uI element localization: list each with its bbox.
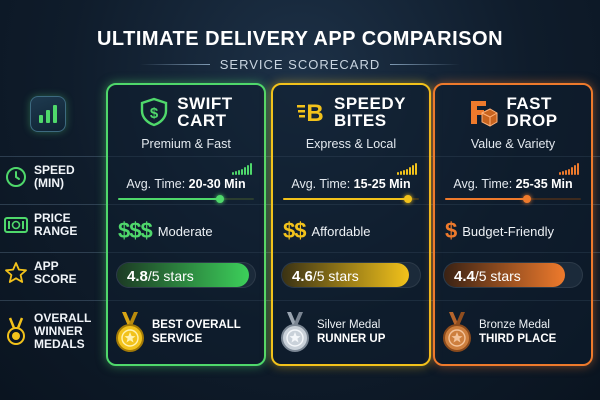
avg-time: Avg. Time: 25-35 Min [435,177,591,191]
speed-bars-icon [559,163,579,175]
app-tagline: Value & Variety [470,137,556,151]
app-card-fast-drop: FAST DROP Value & Variety Avg. Time: 25-… [433,83,593,366]
avg-time-value: 15-25 Min [353,177,411,191]
brand-header: $ SWIFT CART [118,95,254,129]
brand-name-line: SPEEDY [334,94,406,113]
medal-line: Silver Medal [317,319,381,331]
row-label-text: PRICE RANGE [34,211,78,238]
speed-b-icon: B [296,97,326,127]
page-subtitle: SERVICE SCORECARD [219,57,381,72]
medal-row: Bronze Medal THIRD PLACE [441,311,585,353]
medal-line: SERVICE [152,333,203,345]
price-label: Moderate [157,223,213,239]
gold-medal-icon [114,311,146,353]
row-label-winner: OVERALL WINNER MEDALS [0,312,100,351]
subtitle-divider-right [390,64,461,65]
brand-name-line: SWIFT [177,94,233,113]
silver-medal-icon [279,311,311,353]
star-icon [4,261,28,285]
brand-name-line: CART [177,111,227,130]
page-title: ULTIMATE DELIVERY APP COMPARISON [96,28,504,50]
price-symbol: $$$ [118,218,153,243]
medal-text: Bronze Medal THIRD PLACE [479,318,556,346]
row-label-text: APP SCORE [34,259,77,286]
score-text: 4.8/5 stars [127,268,194,285]
medal-line: THIRD PLACE [479,333,557,345]
brand-name-line: BITES [334,111,387,130]
speed-bars-icon [232,163,252,175]
shield-dollar-icon: $ [139,97,169,127]
bronze-medal-icon [441,311,473,353]
avg-time: Avg. Time: 15-25 Min [273,177,429,191]
score-suffix: /5 stars [474,268,521,284]
svg-text:$: $ [150,105,159,122]
score-value: 4.4 [454,268,475,285]
brand-name-line: DROP [506,111,558,130]
app-card-swift-cart: $ SWIFT CART Premium & Fast Avg. Time: 2… [106,83,266,366]
brand-name-line: FAST [506,94,552,113]
medal-text: BEST OVERALL SERVICE [152,318,241,346]
subtitle-row: SERVICE SCORECARD [0,57,600,72]
app-card-speedy-bites: B SPEEDY BITES Express & Local Avg. Time… [271,83,431,366]
subtitle-divider-left [139,64,210,65]
brand-header: FAST DROP [445,95,581,129]
price-range: $$$ Moderate [118,218,258,244]
speed-slider [118,195,254,203]
avg-time-label: Avg. Time: [291,177,351,191]
avg-time: Avg. Time: 20-30 Min [108,177,264,191]
score-bar: 4.4/5 stars [443,262,583,288]
brand-header: B SPEEDY BITES [283,95,419,129]
speed-bars-icon [397,163,417,175]
svg-text:B: B [306,100,323,127]
brand-name: FAST DROP [506,95,557,129]
score-text: 4.6/5 stars [292,268,359,285]
medal-line: BEST OVERALL [152,319,241,331]
price-label: Affordable [311,223,371,239]
row-label-text: SPEED (MIN) [34,163,75,190]
row-label-text: OVERALL WINNER MEDALS [34,311,92,351]
price-range: $$ Affordable [283,218,423,244]
price-range: $ Budget-Friendly [445,218,585,244]
score-bar: 4.6/5 stars [281,262,421,288]
medal-line: Bronze Medal [479,319,550,331]
medal-row: Silver Medal RUNNER UP [279,311,423,353]
brand-name: SWIFT CART [177,95,232,129]
price-label: Budget-Friendly [462,223,555,239]
avg-time-label: Avg. Time: [126,177,186,191]
medal-text: Silver Medal RUNNER UP [317,318,385,346]
row-label-price: PRICE RANGE [0,212,100,238]
cash-icon [4,213,28,237]
price-symbol: $$ [283,218,307,243]
score-value: 4.6 [292,268,313,285]
speed-slider [283,195,419,203]
speed-slider [445,195,581,203]
score-value: 4.8 [127,268,148,285]
medal-line: RUNNER UP [317,333,386,345]
score-fill [444,263,566,287]
score-bar: 4.8/5 stars [116,262,256,288]
chart-logo-icon [30,96,66,132]
avg-time-value: 20-30 Min [188,177,246,191]
app-tagline: Premium & Fast [141,137,231,151]
score-suffix: /5 stars [312,268,359,284]
price-symbol: $ [445,218,457,243]
box-f-icon [468,97,498,127]
score-fill [117,263,250,287]
brand-name: SPEEDY BITES [334,95,406,129]
avg-time-value: 25-35 Min [515,177,573,191]
score-text: 4.4/5 stars [454,268,521,285]
row-label-speed: SPEED (MIN) [0,164,100,190]
medal-row: BEST OVERALL SERVICE [114,311,258,353]
score-fill [282,263,409,287]
row-label-score: APP SCORE [0,260,100,286]
app-tagline: Express & Local [305,137,397,151]
medal-icon [4,317,28,345]
clock-icon [4,165,28,189]
avg-time-label: Avg. Time: [453,177,513,191]
score-suffix: /5 stars [147,268,194,284]
